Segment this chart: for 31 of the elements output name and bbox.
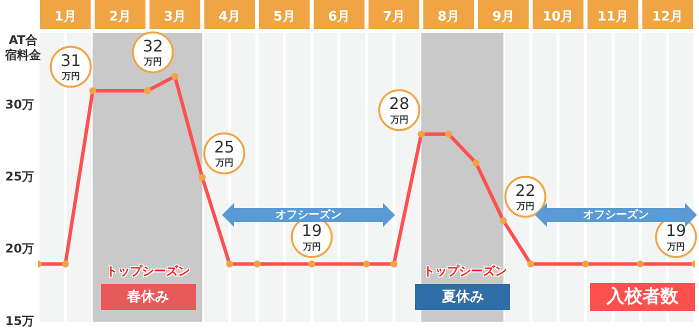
- x-tick-label: 5月: [273, 10, 296, 25]
- x-tick-label: 3月: [164, 10, 186, 25]
- data-label: 22万円: [515, 180, 536, 212]
- annotation: オフシーズン: [276, 208, 342, 221]
- annotation: 入校者数: [590, 283, 695, 311]
- x-tick-label: 4月: [218, 10, 241, 25]
- x-tick-label: 1月: [54, 10, 76, 25]
- y-tick-label: 25万: [5, 170, 34, 184]
- x-tick-label: 12月: [652, 10, 684, 25]
- annotation: トップシーズン: [422, 263, 508, 280]
- label-box: 春休み: [100, 284, 196, 310]
- data-label: 25万円: [214, 138, 234, 169]
- label-box: 夏休み: [415, 284, 510, 310]
- x-tick-label: 11月: [597, 10, 628, 25]
- x-tick-label: 2月: [109, 10, 132, 25]
- x-tick-label: 8月: [438, 10, 460, 25]
- y-tick-label: 30万: [5, 97, 34, 112]
- annotation: トップシーズン: [105, 263, 191, 280]
- x-tick-label: 9月: [492, 10, 514, 25]
- y-tick-label: 15万: [5, 314, 34, 328]
- data-label: 32万円: [142, 36, 164, 68]
- data-label: 19万円: [666, 221, 686, 252]
- x-tick-label: 10月: [542, 10, 574, 25]
- data-label: 28万円: [389, 94, 410, 126]
- x-tick-label: 6月: [328, 10, 350, 25]
- x-tick-label: 7月: [382, 10, 405, 25]
- y-tick-label: 20万: [5, 242, 34, 256]
- data-label: 31万円: [60, 50, 81, 82]
- data-label: 19万円: [302, 221, 322, 252]
- y-axis-title: AT合宿料金: [4, 33, 42, 62]
- annotation: オフシーズン: [583, 208, 649, 221]
